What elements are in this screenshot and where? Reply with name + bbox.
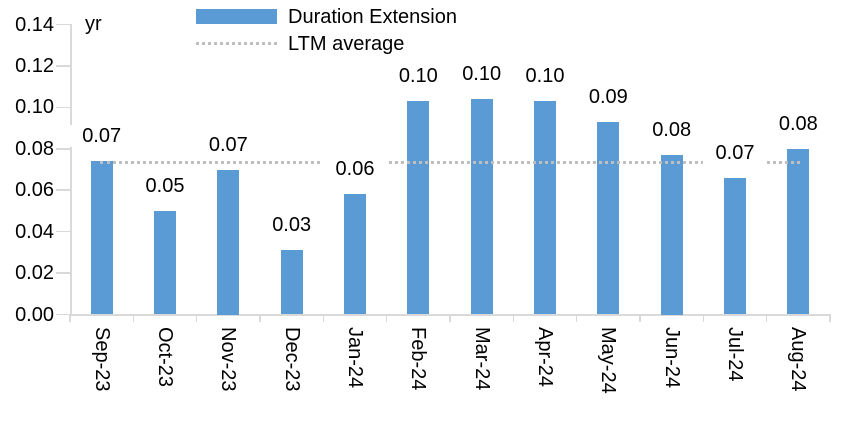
y-axis-tick-label: 0.06	[15, 179, 54, 202]
bar-Jul-24	[724, 177, 746, 315]
x-axis-tick	[702, 314, 705, 322]
bar-Sep-23	[90, 161, 113, 315]
x-axis-category-label: Feb-24	[407, 327, 430, 391]
legend-series-label: Duration Extension	[288, 5, 457, 28]
bar-Aug-24	[787, 148, 810, 315]
y-axis-unit-label: yr	[85, 13, 102, 35]
bar-value-label: 0.07	[703, 141, 767, 164]
bar-Mar-24	[470, 99, 493, 315]
x-axis-tick	[195, 314, 198, 322]
y-axis-tick-label: 0.12	[15, 54, 54, 77]
x-axis-tick	[639, 314, 641, 322]
x-axis-tick	[259, 314, 261, 322]
bar-value-label: 0.03	[259, 214, 324, 237]
bar-series-swatch-icon	[196, 9, 277, 24]
bar-value-label: 0.07	[196, 133, 261, 156]
x-axis-category-label: Oct-23	[154, 327, 176, 388]
bar-value-label: 0.09	[576, 85, 641, 108]
bar-value-label: 0.05	[133, 174, 197, 197]
y-axis-tick	[56, 106, 70, 109]
bar-Feb-24	[407, 101, 430, 315]
bar-Apr-24	[534, 101, 556, 315]
y-axis-tick	[56, 272, 70, 274]
x-axis-category-label: Apr-24	[534, 327, 556, 388]
x-axis-category-label: Dec-23	[280, 327, 303, 392]
x-axis-category-label: Nov-23	[217, 327, 240, 392]
y-axis-tick-label: 0.10	[15, 96, 54, 119]
x-axis-category-label: Jan-24	[344, 327, 366, 389]
x-axis-tick	[449, 314, 451, 322]
y-axis-tick-label: 0.08	[15, 137, 54, 160]
x-axis-tick	[512, 314, 515, 322]
x-axis-category-label: Sep-23	[90, 327, 113, 392]
y-axis-tick	[56, 65, 70, 67]
x-axis-tick	[132, 314, 135, 322]
y-axis-tick-label: 0.14	[15, 13, 54, 36]
bar-Oct-23	[154, 210, 176, 315]
dotted-line-swatch-icon	[196, 42, 277, 45]
bar-May-24	[597, 121, 620, 315]
bar-value-label: 0.10	[513, 65, 577, 88]
y-axis-tick	[56, 313, 70, 316]
x-axis-tick	[765, 314, 768, 322]
legend-average-label: LTM average	[288, 32, 405, 55]
bar-Jan-24	[344, 194, 366, 315]
y-axis-line	[70, 24, 72, 315]
y-axis-tick-label: 0.04	[15, 220, 54, 243]
y-axis-tick-label: 0.02	[15, 262, 54, 285]
ltm-average-line	[99, 161, 801, 165]
x-axis-category-label: Jun-24	[660, 327, 683, 389]
bar-Dec-23	[280, 250, 303, 315]
y-axis-tick	[56, 230, 70, 233]
x-axis-tick	[69, 314, 71, 322]
x-axis-category-label: Mar-24	[470, 327, 493, 391]
x-axis-tick	[322, 314, 325, 322]
x-axis-category-label: May-24	[597, 327, 620, 394]
legend: Duration Extension LTM average	[196, 3, 457, 57]
legend-entry-duration-extension: Duration Extension	[196, 3, 457, 30]
bar-value-label: 0.07	[69, 125, 134, 148]
legend-entry-ltm-average: LTM average	[196, 30, 457, 57]
x-axis-category-label: Jul-24	[724, 327, 746, 382]
y-axis-tick	[56, 147, 70, 150]
bar-value-label: 0.10	[449, 63, 514, 86]
bar-Jun-24	[660, 155, 683, 315]
bar-Nov-23	[217, 169, 240, 315]
bar-value-label: 0.08	[766, 112, 831, 135]
x-axis-tick	[385, 314, 388, 322]
x-axis-category-label: Aug-24	[787, 327, 810, 392]
bar-value-label: 0.10	[386, 65, 451, 88]
bar-value-label: 0.08	[639, 119, 704, 141]
y-axis-tick	[56, 23, 70, 26]
x-axis-tick	[575, 314, 578, 322]
bar-value-label: 0.06	[323, 158, 387, 181]
x-axis-tick	[829, 314, 831, 322]
y-axis-tick	[56, 189, 70, 191]
y-axis-tick-label: 0.00	[15, 303, 54, 326]
